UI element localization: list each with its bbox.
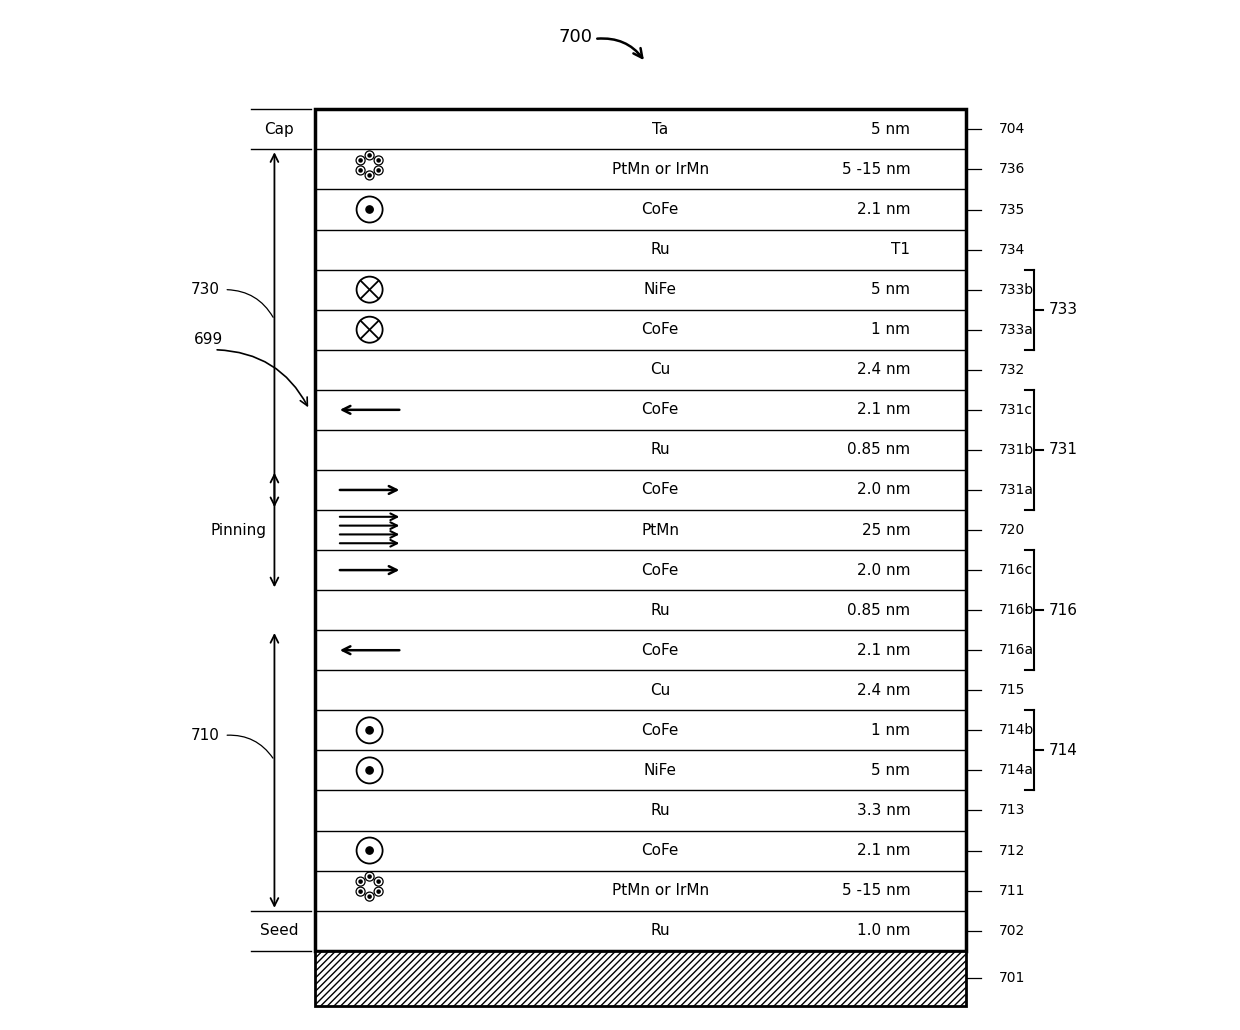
Text: 733: 733	[1049, 302, 1078, 317]
Text: 716a: 716a	[998, 643, 1034, 657]
Circle shape	[360, 890, 362, 893]
Circle shape	[366, 847, 373, 854]
Circle shape	[377, 880, 381, 883]
Text: 1 nm: 1 nm	[872, 322, 910, 337]
Circle shape	[377, 159, 381, 162]
Text: Ru: Ru	[650, 603, 670, 618]
Text: Ru: Ru	[650, 923, 670, 938]
Text: T1: T1	[892, 242, 910, 258]
Text: CoFe: CoFe	[641, 723, 678, 737]
Text: 736: 736	[998, 163, 1025, 176]
Circle shape	[377, 169, 381, 172]
Text: Cap: Cap	[264, 122, 294, 137]
Text: PtMn or IrMn: PtMn or IrMn	[611, 162, 708, 177]
Text: 2.0 nm: 2.0 nm	[857, 562, 910, 578]
Text: 720: 720	[998, 523, 1025, 537]
Text: 2.0 nm: 2.0 nm	[857, 482, 910, 497]
Text: 733a: 733a	[998, 322, 1033, 337]
Text: 1.0 nm: 1.0 nm	[857, 923, 910, 938]
Text: 0.85 nm: 0.85 nm	[847, 443, 910, 457]
Text: 730: 730	[191, 282, 219, 297]
Circle shape	[368, 174, 371, 177]
Text: 714a: 714a	[998, 763, 1034, 778]
Text: CoFe: CoFe	[641, 403, 678, 417]
Text: 733b: 733b	[998, 282, 1034, 297]
Circle shape	[360, 169, 362, 172]
Text: NiFe: NiFe	[644, 763, 677, 778]
Text: 2.4 nm: 2.4 nm	[857, 683, 910, 697]
Text: CoFe: CoFe	[641, 562, 678, 578]
Text: NiFe: NiFe	[644, 282, 677, 297]
Text: 713: 713	[998, 803, 1025, 818]
Text: Cu: Cu	[650, 683, 670, 697]
Text: Ru: Ru	[650, 242, 670, 258]
Text: Ta: Ta	[652, 122, 668, 137]
Bar	[315, 951, 966, 1006]
Text: 2.1 nm: 2.1 nm	[857, 643, 910, 658]
Text: CoFe: CoFe	[641, 322, 678, 337]
Text: 704: 704	[998, 123, 1025, 136]
Text: 2.1 nm: 2.1 nm	[857, 403, 910, 417]
Text: Seed: Seed	[260, 923, 299, 938]
Circle shape	[360, 159, 362, 162]
Text: 5 -15 nm: 5 -15 nm	[842, 162, 910, 177]
Text: 731b: 731b	[998, 443, 1034, 457]
Text: 700: 700	[559, 28, 593, 46]
Circle shape	[366, 206, 373, 213]
Circle shape	[368, 153, 371, 157]
Text: 0.85 nm: 0.85 nm	[847, 603, 910, 618]
Text: 710: 710	[191, 728, 219, 743]
Text: 734: 734	[998, 243, 1025, 256]
Text: 715: 715	[998, 683, 1025, 697]
Text: 714b: 714b	[998, 723, 1034, 737]
Text: Pinning: Pinning	[211, 522, 267, 538]
Text: Cu: Cu	[650, 363, 670, 377]
Text: Ru: Ru	[650, 443, 670, 457]
Circle shape	[368, 895, 371, 898]
Text: 2.4 nm: 2.4 nm	[857, 363, 910, 377]
Text: 3.3 nm: 3.3 nm	[857, 803, 910, 818]
Text: 731a: 731a	[998, 483, 1034, 496]
Text: 716: 716	[1049, 603, 1078, 618]
Text: CoFe: CoFe	[641, 202, 678, 217]
Text: 25 nm: 25 nm	[862, 522, 910, 538]
Text: 702: 702	[998, 924, 1025, 937]
Text: 731c: 731c	[998, 403, 1033, 417]
Text: 732: 732	[998, 363, 1025, 377]
Text: 699: 699	[195, 333, 223, 347]
Text: 731: 731	[1049, 443, 1078, 457]
Circle shape	[377, 890, 381, 893]
Circle shape	[368, 876, 371, 879]
Text: 711: 711	[998, 884, 1025, 897]
Text: 714: 714	[1049, 743, 1078, 758]
Text: CoFe: CoFe	[641, 643, 678, 658]
Text: 5 nm: 5 nm	[872, 763, 910, 778]
Text: 2.1 nm: 2.1 nm	[857, 202, 910, 217]
Text: 735: 735	[998, 203, 1025, 216]
Circle shape	[360, 880, 362, 883]
Text: 5 nm: 5 nm	[872, 122, 910, 137]
Text: 1 nm: 1 nm	[872, 723, 910, 737]
Text: 5 -15 nm: 5 -15 nm	[842, 883, 910, 898]
Text: 712: 712	[998, 844, 1025, 858]
Bar	[315, 109, 966, 951]
Text: PtMn: PtMn	[641, 522, 680, 538]
Text: 5 nm: 5 nm	[872, 282, 910, 297]
Text: 716b: 716b	[998, 604, 1034, 617]
Text: 2.1 nm: 2.1 nm	[857, 843, 910, 858]
Text: CoFe: CoFe	[641, 843, 678, 858]
Text: 716c: 716c	[998, 563, 1033, 577]
Text: Ru: Ru	[650, 803, 670, 818]
Text: CoFe: CoFe	[641, 482, 678, 497]
Text: PtMn or IrMn: PtMn or IrMn	[611, 883, 708, 898]
Circle shape	[366, 727, 373, 734]
Text: 701: 701	[998, 971, 1025, 986]
Circle shape	[366, 766, 373, 775]
